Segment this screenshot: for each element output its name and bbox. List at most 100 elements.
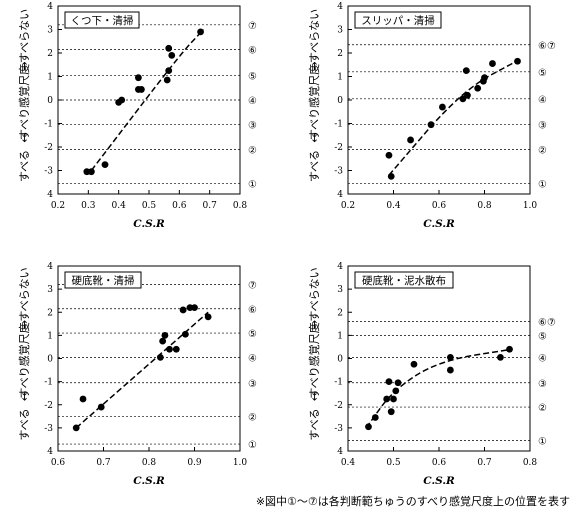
y-axis-label-part: → — [308, 61, 321, 70]
y-tick-label: -2 — [44, 143, 53, 153]
data-point — [159, 337, 167, 345]
y-tick-label: -1 — [334, 378, 343, 388]
y-tick-label: -1 — [44, 378, 53, 388]
data-point — [506, 345, 513, 353]
x-tick-label: 0.2 — [51, 201, 65, 211]
x-tick-label: 0.5 — [386, 458, 401, 468]
data-point — [72, 424, 80, 432]
category-label: ④ — [538, 95, 547, 106]
y-tick-label: 3 — [337, 26, 343, 36]
data-point — [385, 378, 393, 386]
data-point — [439, 103, 446, 111]
y-tick-label: 3 — [47, 26, 53, 36]
y-tick-label: 1 — [47, 331, 53, 341]
x-tick-label: 0.6 — [172, 201, 187, 211]
y-axis-label-part: ← — [18, 392, 31, 401]
data-point — [101, 161, 109, 169]
x-tick-label: 0.7 — [203, 201, 218, 211]
data-point — [182, 330, 189, 338]
category-label: ① — [248, 179, 257, 190]
data-point — [410, 360, 418, 368]
data-point — [474, 84, 482, 92]
trend-curve — [388, 58, 522, 176]
x-axis-label: C.S.R — [133, 475, 165, 487]
x-tick-label: 0.8 — [142, 458, 157, 468]
category-label: ⑦ — [248, 21, 257, 32]
chart-title: スリッパ・清掃 — [361, 14, 435, 27]
plot-frame — [57, 5, 241, 195]
category-label: ③ — [248, 379, 257, 390]
y-tick-label: -1 — [44, 120, 53, 130]
x-tick-label: 0.8 — [477, 201, 492, 211]
category-label: ② — [248, 145, 257, 156]
category-label: ③ — [248, 121, 257, 132]
data-point — [165, 44, 173, 52]
y-axis-label-part: → — [18, 61, 31, 70]
y-axis-label-part: すべる — [18, 408, 31, 440]
category-label: ③ — [538, 379, 547, 390]
y-tick-label: 3 — [47, 285, 53, 295]
category-label: ② — [538, 403, 547, 414]
category-label: ④ — [248, 353, 257, 364]
y-tick-label: 1 — [337, 73, 343, 83]
trend-curve — [365, 348, 512, 429]
x-axis-label: C.S.R — [423, 475, 455, 487]
x-tick-label: 0.7 — [477, 458, 492, 468]
y-tick-label: 2 — [337, 49, 343, 59]
category-label: ③ — [538, 121, 547, 132]
y-axis-label-part: すべり感覚尺度 — [307, 322, 321, 398]
x-tick-label: 0.6 — [432, 201, 447, 211]
plot-frame — [57, 265, 241, 452]
data-point — [204, 313, 212, 321]
x-tick-label: 0.6 — [432, 458, 447, 468]
data-point — [166, 345, 173, 353]
y-tick-label: -2 — [334, 143, 343, 153]
data-point — [427, 121, 435, 129]
category-label: ② — [248, 412, 257, 423]
y-tick-label: 4 — [337, 2, 343, 12]
footnote: ※図中①～⑦は各判断範ちゅうのすべり感覚尺度上の位置を表す — [255, 495, 570, 508]
chart-title: 硬底靴・清掃 — [72, 274, 135, 287]
y-tick-label: 0 — [337, 355, 343, 365]
y-tick-label: 4 — [47, 2, 53, 12]
data-point — [394, 379, 402, 387]
data-point — [161, 331, 169, 339]
y-axis-label-part: すべる — [308, 408, 321, 440]
y-tick-label: 4 — [337, 190, 343, 200]
category-label: ⑤ — [248, 71, 257, 82]
category-label: ④ — [248, 96, 257, 107]
data-point — [392, 387, 400, 395]
data-point — [97, 403, 105, 411]
y-axis-label-part: ← — [308, 392, 321, 401]
category-label: ⑦ — [248, 281, 257, 292]
category-label: ④ — [538, 353, 547, 364]
category-label: ⑥⑦ — [538, 318, 556, 329]
data-point — [387, 172, 395, 180]
y-tick-label: 2 — [47, 308, 53, 318]
data-point — [489, 60, 496, 67]
data-point — [390, 395, 397, 403]
y-axis-label-part: すべり感覚尺度 — [17, 322, 31, 398]
y-tick-label: -3 — [334, 424, 343, 434]
y-axis-label-part: すべり感覚尺度 — [307, 64, 321, 140]
y-axis-label-part: すべらない — [18, 267, 31, 321]
y-tick-label: 0 — [337, 96, 343, 106]
trend-curve — [90, 28, 205, 171]
y-tick-label: -2 — [334, 401, 343, 411]
y-tick-label: 3 — [337, 285, 343, 295]
y-axis-label-part: すべらない — [308, 9, 321, 63]
category-label: ① — [538, 437, 547, 448]
data-point — [163, 76, 171, 84]
y-tick-label: 0 — [47, 355, 53, 365]
x-tick-label: 0.8 — [523, 458, 538, 468]
title-box — [64, 271, 142, 289]
data-point — [365, 423, 372, 431]
y-tick-label: 1 — [337, 331, 343, 341]
data-point — [407, 136, 414, 144]
data-point — [385, 151, 393, 159]
x-tick-label: 0.4 — [386, 201, 401, 211]
data-point — [464, 91, 471, 99]
category-label: ② — [538, 145, 547, 156]
